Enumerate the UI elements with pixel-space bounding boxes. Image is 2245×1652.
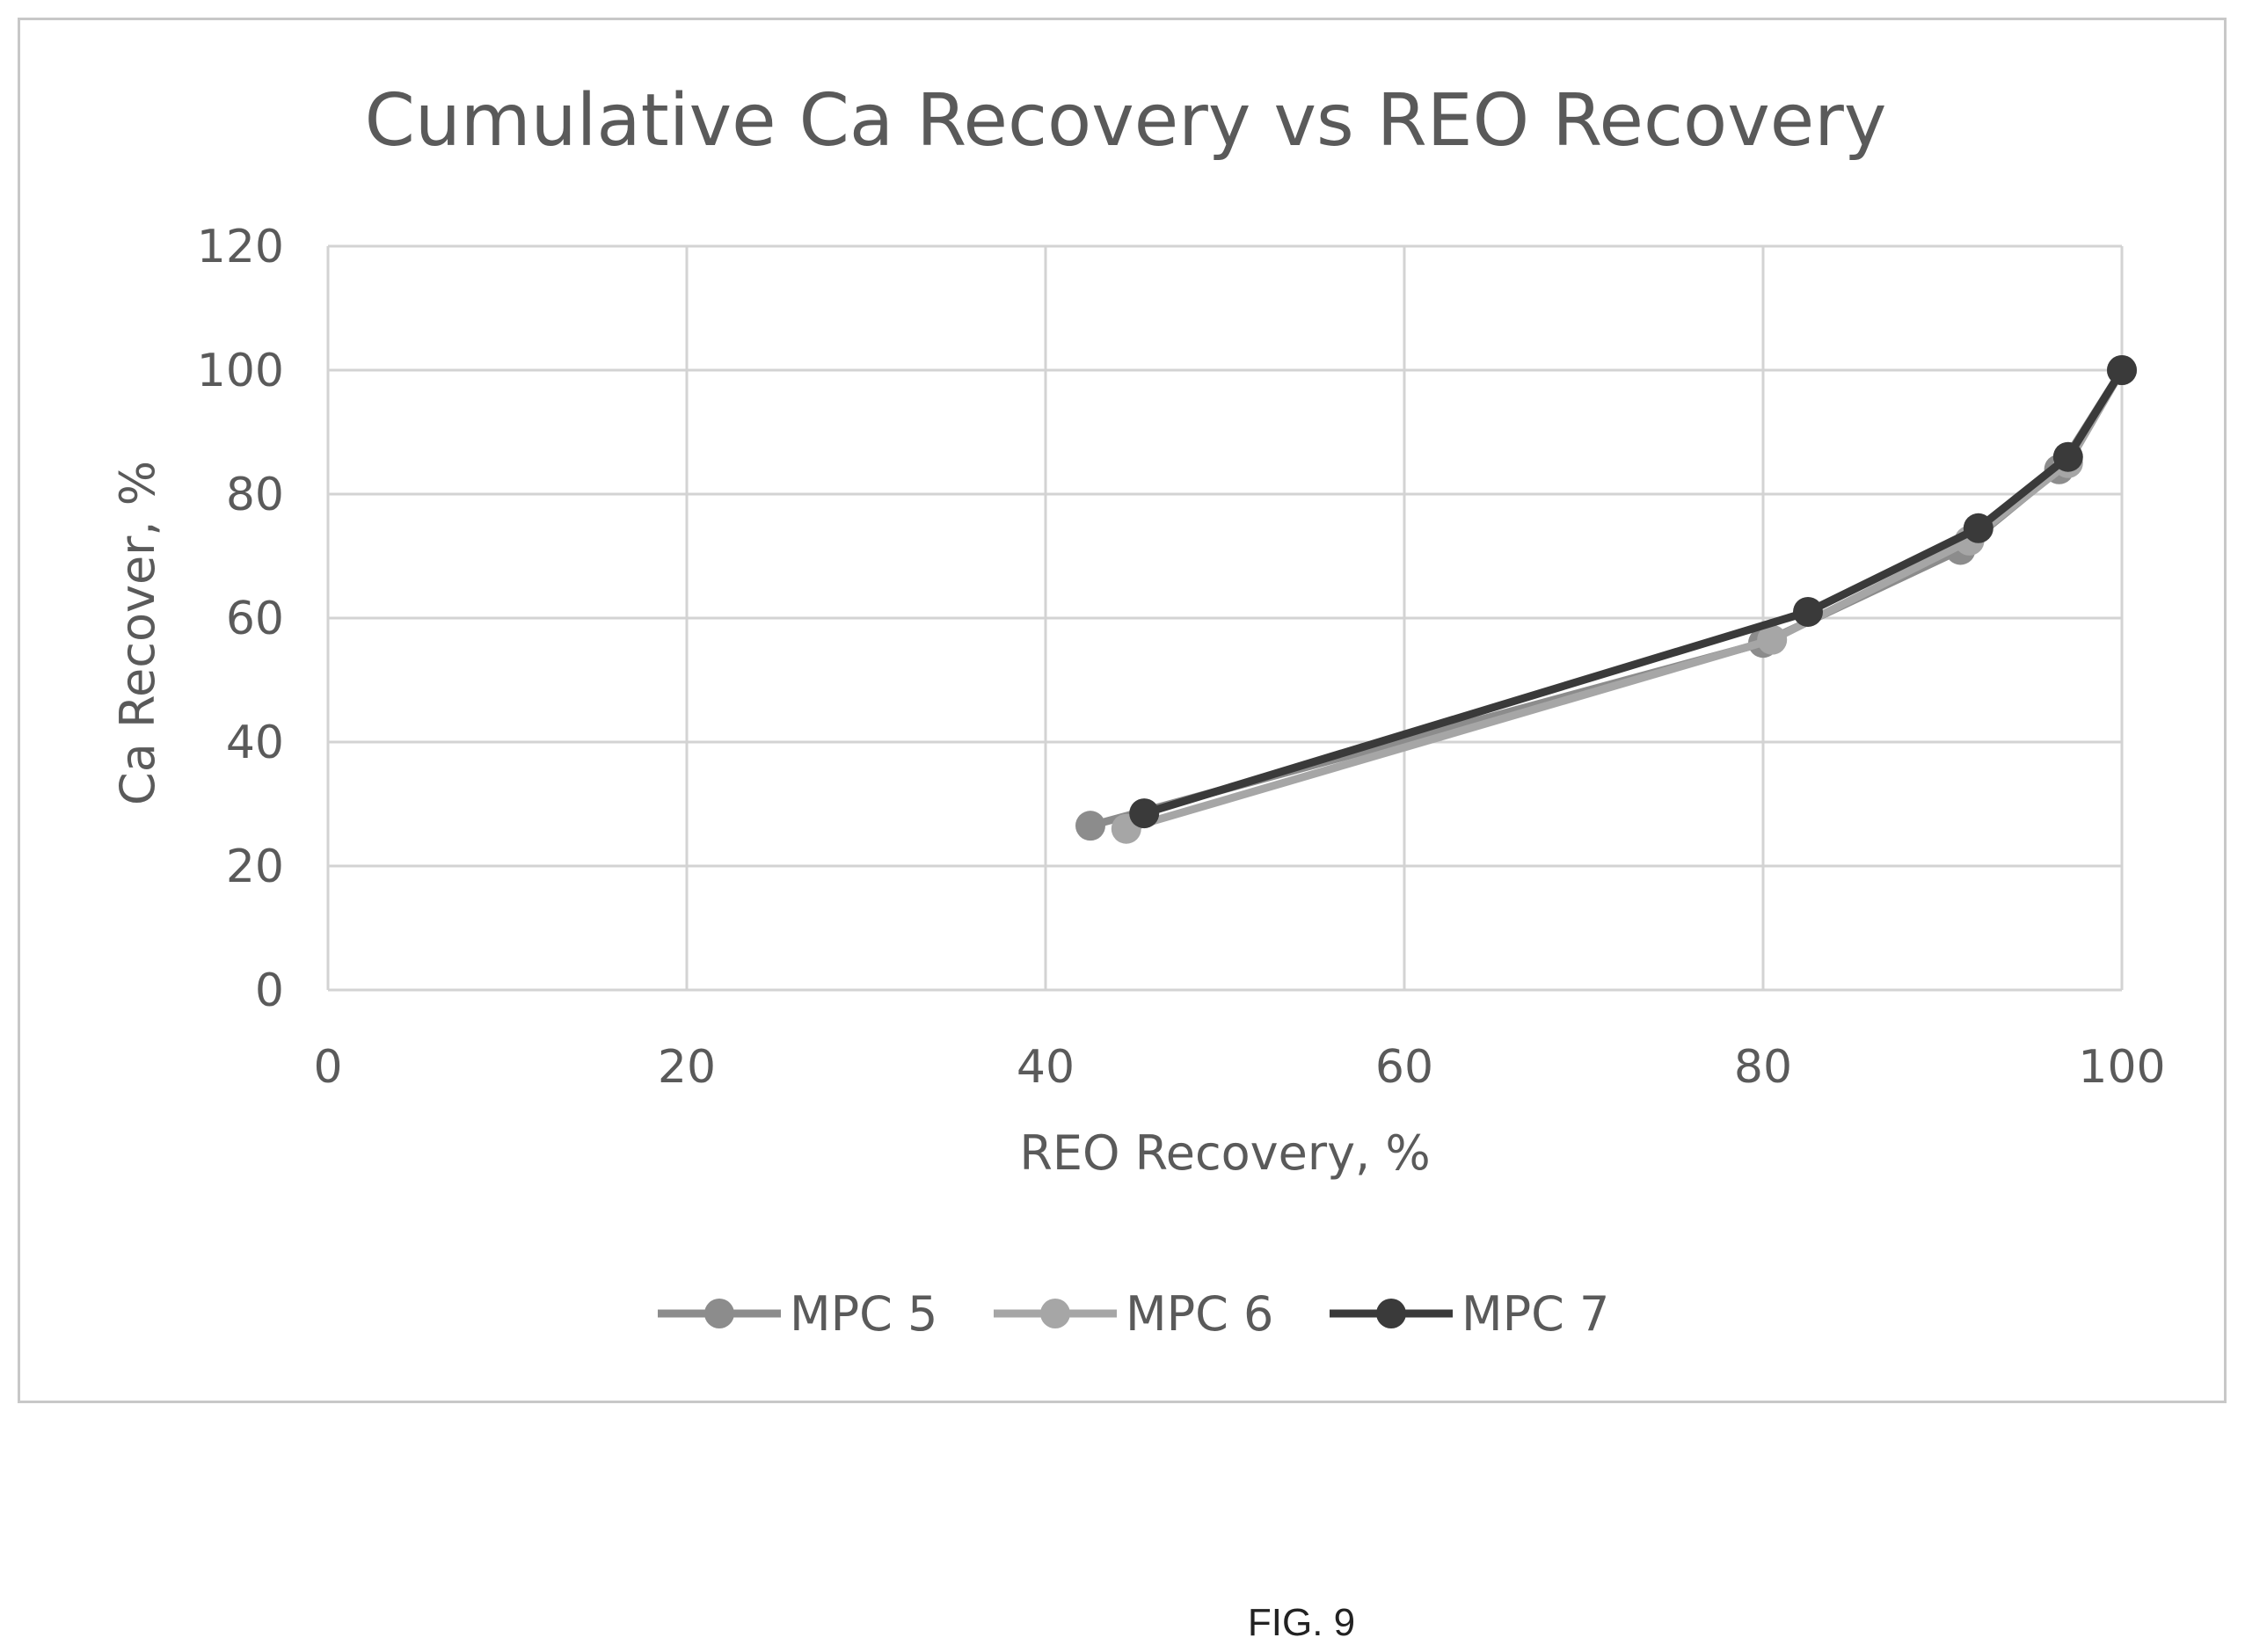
legend-entry: MPC 6 [994,1286,1273,1342]
series-line [1086,366,2126,830]
data-point [1075,811,1105,841]
x-tick-labels: 0 20 40 60 80 100 [313,1041,2165,1094]
y-tick-label: 60 [226,593,284,645]
series-mpc-5 [1075,355,2137,841]
y-tick-label: 40 [226,717,284,769]
series-mpc-6 [1111,355,2137,844]
legend-swatch-marker [704,1299,734,1328]
legend-swatch-marker [1376,1299,1406,1328]
figure-label: FIG. 9 [1248,1601,1355,1644]
y-tick-label: 20 [226,841,284,893]
y-tick-label: 100 [197,345,284,397]
series-mpc-7 [1129,355,2137,829]
x-tick-label: 80 [1734,1041,1792,1094]
y-axis-label: Ca Recover, % [110,461,165,805]
data-point [2107,355,2137,385]
x-tick-label: 60 [1375,1041,1433,1094]
x-tick-label: 0 [313,1041,342,1094]
legend-label: MPC 5 [790,1286,937,1342]
x-axis-label: REO Recovery, % [1019,1125,1430,1181]
y-tick-labels: 0 20 40 60 80 100 120 [197,221,284,1017]
legend-entry: MPC 7 [1330,1286,1609,1342]
data-point [1129,798,1160,829]
grid-lines [326,244,2124,992]
data-point [2052,441,2083,472]
y-tick-label: 120 [197,221,284,273]
series-line [1140,366,2126,818]
series-layer [1075,355,2137,844]
legend-label: MPC 7 [1461,1286,1609,1342]
y-tick-label: 80 [226,469,284,521]
data-point [1963,513,1994,543]
data-point [1757,624,1788,655]
data-point [1793,596,1823,627]
x-tick-label: 100 [2078,1041,2165,1094]
chart-frame [18,18,2227,1403]
legend: MPC 5 MPC 6 MPC 7 [658,1286,1609,1342]
x-tick-label: 40 [1017,1041,1075,1094]
chart-title: Cumulative Ca Recovery vs REO Recovery [365,79,1887,163]
legend-swatch-marker [1040,1299,1070,1328]
legend-entry: MPC 5 [658,1286,937,1342]
legend-label: MPC 6 [1126,1286,1273,1342]
x-tick-label: 20 [658,1041,716,1094]
y-tick-label: 0 [255,964,284,1017]
series-line [1122,366,2126,833]
